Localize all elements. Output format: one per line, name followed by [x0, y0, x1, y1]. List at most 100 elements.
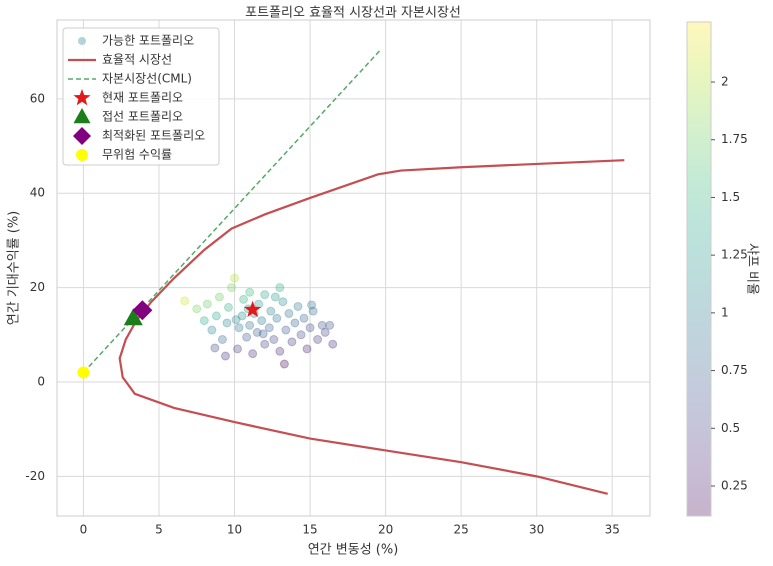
y-tick-label: 40	[30, 186, 45, 200]
colorbar-tick-label: 2	[721, 75, 729, 89]
point	[317, 320, 327, 330]
legend-label: 접선 포트폴리오	[102, 110, 183, 124]
point	[296, 330, 306, 340]
point	[217, 334, 227, 344]
colorbar-tick-label: 0.25	[721, 478, 748, 492]
point	[230, 273, 240, 283]
y-tick-label: 60	[30, 91, 45, 105]
colorbar-label: 샤프 비율	[745, 243, 760, 295]
point	[220, 351, 230, 361]
point	[192, 304, 202, 314]
legend-label: 가능한 포트폴리오	[102, 34, 194, 48]
colorbar-tick-label: 1.25	[721, 248, 748, 262]
x-tick-label: 0	[80, 523, 88, 537]
point	[252, 327, 262, 337]
point	[270, 292, 280, 302]
point	[199, 316, 209, 326]
legend-label: 무위험 수익률	[102, 148, 172, 162]
point	[180, 296, 190, 306]
point	[313, 334, 323, 344]
point	[269, 334, 279, 344]
point	[260, 290, 270, 300]
chart-title: 포트폴리오 효율적 시장선과 자본시장선	[245, 6, 461, 21]
point	[275, 283, 285, 293]
point	[245, 320, 255, 330]
point	[76, 149, 88, 161]
point	[214, 292, 224, 302]
colorbar-tick-label: 0.5	[721, 421, 740, 435]
x-tick-label: 35	[605, 523, 620, 537]
colorbar-tick-label: 1.5	[721, 190, 740, 204]
colorbar-tick-label: 1	[721, 305, 729, 319]
point	[73, 89, 91, 106]
point	[239, 294, 249, 304]
point	[264, 323, 274, 333]
point	[77, 366, 90, 379]
point	[202, 299, 212, 309]
y-tick-label: -20	[25, 469, 45, 483]
point	[279, 359, 289, 369]
point	[211, 311, 221, 321]
point	[258, 329, 268, 339]
point	[123, 308, 143, 326]
point	[284, 309, 294, 319]
legend-label: 효율적 시장선	[102, 53, 172, 67]
legend-label: 최적화된 포트폴리오	[102, 129, 205, 143]
y-axis-label: 연간 기대수익률 (%)	[7, 211, 22, 325]
point	[272, 313, 282, 323]
point	[227, 283, 237, 293]
point	[210, 343, 220, 353]
point	[234, 323, 244, 333]
point	[222, 318, 232, 328]
x-tick-label: 30	[529, 523, 544, 537]
plot-frame	[56, 19, 651, 517]
point	[245, 287, 255, 297]
point	[325, 320, 335, 330]
legend-label: 자본시장선(CML)	[102, 72, 192, 86]
point	[287, 337, 297, 347]
point	[231, 315, 241, 325]
point	[244, 300, 262, 318]
point	[308, 306, 318, 316]
legend-label: 현재 포트폴리오	[102, 91, 183, 105]
point	[248, 349, 258, 359]
point	[73, 108, 91, 124]
point	[257, 316, 267, 326]
point	[278, 297, 288, 307]
point	[307, 300, 317, 310]
x-axis-label: 연간 변동성 (%)	[308, 543, 399, 558]
point	[73, 127, 91, 145]
point	[299, 313, 309, 323]
point	[275, 346, 285, 356]
colorbar	[686, 21, 712, 517]
point	[78, 37, 86, 45]
y-tick-label: 0	[37, 374, 45, 388]
point	[293, 301, 303, 311]
point	[132, 300, 153, 321]
colorbar-tick-label: 0.75	[721, 363, 748, 377]
legend-box	[62, 27, 220, 166]
x-tick-label: 20	[378, 523, 393, 537]
point	[281, 325, 291, 335]
point	[320, 327, 330, 337]
x-tick-label: 25	[454, 523, 469, 537]
point	[223, 302, 233, 312]
point	[305, 323, 315, 333]
point	[207, 325, 217, 335]
point	[302, 344, 312, 354]
x-tick-label: 5	[155, 523, 163, 537]
point	[237, 311, 247, 321]
frontier-line	[118, 159, 625, 495]
point	[266, 306, 276, 316]
point	[328, 339, 338, 349]
x-tick-label: 15	[302, 523, 317, 537]
point	[242, 332, 252, 342]
y-tick-label: 20	[30, 280, 45, 294]
point	[233, 344, 243, 354]
point	[260, 339, 270, 349]
point	[290, 318, 300, 328]
colorbar-tick-label: 1.75	[721, 132, 748, 146]
x-tick-label: 10	[227, 523, 242, 537]
